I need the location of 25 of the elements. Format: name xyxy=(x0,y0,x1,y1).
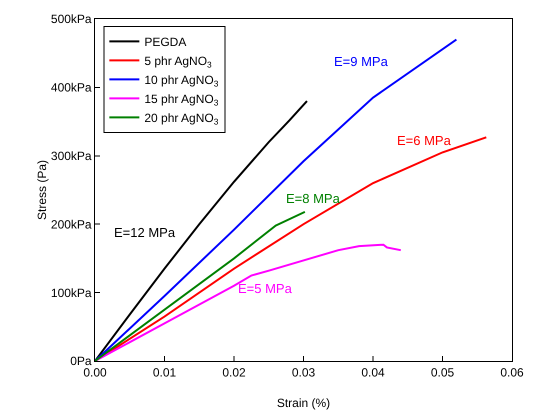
annotation: E=5 MPa xyxy=(238,281,293,296)
x-tick-label: 0.02 xyxy=(222,365,246,380)
legend-label: 5 phr AgNO$_{3}$ xyxy=(144,54,212,70)
legend-label: 20 phr AgNO$_{3}$ xyxy=(144,111,219,127)
legend-label: 10 phr AgNO$_{3}$ xyxy=(144,73,219,89)
x-axis-title: Strain (%) xyxy=(276,396,330,410)
annotation: E=12 MPa xyxy=(114,225,176,240)
annotation: E=9 MPa xyxy=(334,54,389,69)
y-tick-label: 200kPa xyxy=(50,217,92,232)
y-axis-title: Stress (Pa) xyxy=(34,160,49,220)
x-tick-label: 0.03 xyxy=(292,365,316,380)
x-tick-label: 0.04 xyxy=(361,365,385,380)
y-tick-label: 100kPa xyxy=(50,286,92,300)
line-series xyxy=(95,244,402,361)
annotation: E=8 MPa xyxy=(286,191,341,206)
legend-label: PEGDA xyxy=(144,35,186,50)
legend-label: 15 phr AgNO$_{3}$ xyxy=(144,92,219,108)
x-tick-label: 0.01 xyxy=(152,365,176,380)
y-tick-label: 400kPa xyxy=(50,80,92,95)
x-tick-label: 0.05 xyxy=(430,365,454,380)
line-series xyxy=(95,210,306,361)
x-tick-label: 0.06 xyxy=(500,365,524,380)
y-tick-label: 500kPa xyxy=(50,12,92,26)
y-tick-label: 300kPa xyxy=(50,149,92,163)
annotation: E=6 MPa xyxy=(397,133,452,148)
